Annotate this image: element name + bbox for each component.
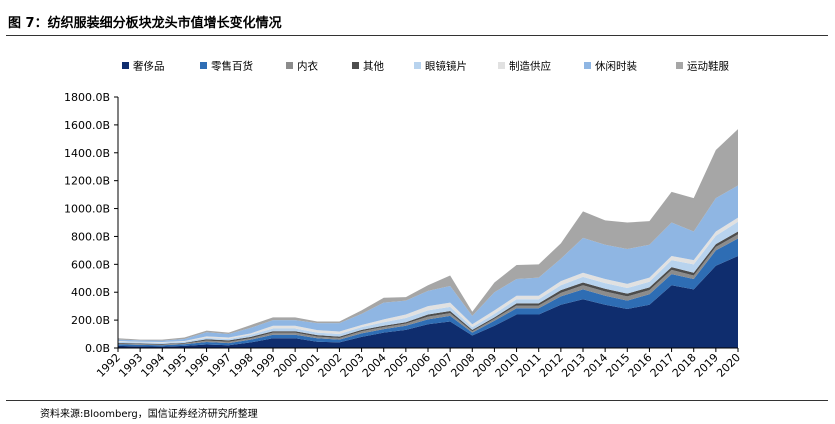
x-tick-label: 2002 bbox=[316, 351, 345, 380]
x-tick-label: 2003 bbox=[338, 351, 367, 380]
x-axis: 1992199319941995199619971998199920002001… bbox=[94, 347, 743, 380]
x-tick-label: 1994 bbox=[138, 351, 167, 380]
y-tick-label: 400.0B bbox=[71, 286, 110, 299]
legend-label: 内衣 bbox=[297, 60, 318, 73]
x-tick-label: 1998 bbox=[227, 351, 256, 380]
x-tick-label: 2020 bbox=[714, 351, 743, 380]
x-tick-label: 2015 bbox=[603, 351, 632, 380]
y-tick-label: 800.0B bbox=[71, 230, 110, 243]
y-tick-label: 1200.0B bbox=[64, 175, 110, 188]
legend-swatch bbox=[414, 62, 421, 69]
x-tick-label: 2014 bbox=[581, 351, 610, 380]
legend-swatch bbox=[584, 62, 591, 69]
legend-label: 零售百货 bbox=[211, 60, 253, 73]
legend-label: 休闲时装 bbox=[595, 60, 637, 73]
legend-label: 制造供应 bbox=[509, 60, 551, 73]
x-tick-label: 1993 bbox=[116, 351, 145, 380]
x-tick-label: 1999 bbox=[249, 351, 278, 380]
source-note: 资料来源:Bloomberg，国信证券经济研究所整理 bbox=[40, 409, 258, 420]
x-tick-label: 2005 bbox=[382, 351, 411, 380]
y-tick-label: 1600.0B bbox=[64, 119, 110, 132]
x-tick-label: 2013 bbox=[559, 351, 588, 380]
stacked-area-chart: 奢侈品 零售百货 内衣 其他 眼镜镜片 制造供应 休闲时装 运动鞋服 0.0B 200.0B 40… bbox=[64, 60, 743, 380]
footer-divider bbox=[6, 400, 828, 401]
x-tick-label: 2017 bbox=[648, 351, 677, 380]
x-tick-label: 2006 bbox=[404, 351, 433, 380]
x-tick-label: 2018 bbox=[670, 351, 699, 380]
chart-areas bbox=[118, 129, 738, 348]
legend-swatch bbox=[498, 62, 505, 69]
figure-title: 图 7：纺织服装细分板块龙头市值增长变化情况 bbox=[8, 16, 282, 31]
x-tick-label: 2016 bbox=[626, 351, 655, 380]
x-tick-label: 2000 bbox=[271, 351, 300, 380]
x-tick-label: 1995 bbox=[161, 351, 190, 380]
legend-label: 其他 bbox=[363, 60, 384, 73]
chart-legend: 奢侈品 零售百货 内衣 其他 眼镜镜片 制造供应 休闲时装 运动鞋服 bbox=[122, 60, 729, 73]
legend-swatch bbox=[286, 62, 293, 69]
area-series-1 bbox=[118, 255, 738, 348]
x-tick-label: 2019 bbox=[692, 351, 721, 380]
x-tick-label: 2009 bbox=[471, 351, 500, 380]
y-tick-label: 1800.0B bbox=[64, 91, 110, 104]
legend-swatch bbox=[352, 62, 359, 69]
x-tick-label: 2001 bbox=[293, 351, 322, 380]
legend-label: 运动鞋服 bbox=[687, 60, 729, 73]
legend-swatch bbox=[122, 62, 129, 69]
y-axis: 0.0B 200.0B 400.0B 600.0B 800.0B 1000.0B 1200.… bbox=[64, 91, 119, 355]
area-series-7 bbox=[118, 185, 738, 342]
x-tick-label: 2004 bbox=[360, 351, 389, 380]
y-tick-label: 1000.0B bbox=[64, 203, 110, 216]
legend-label: 眼镜镜片 bbox=[425, 60, 467, 73]
x-tick-label: 2012 bbox=[537, 351, 566, 380]
legend-label: 奢侈品 bbox=[133, 60, 165, 73]
x-tick-label: 2010 bbox=[493, 351, 522, 380]
x-tick-label: 2007 bbox=[426, 351, 455, 380]
title-divider bbox=[6, 35, 828, 36]
y-tick-label: 200.0B bbox=[71, 314, 110, 327]
x-tick-label: 2011 bbox=[515, 351, 544, 380]
legend-swatch bbox=[676, 62, 683, 69]
area-series-8 bbox=[118, 129, 738, 341]
legend-swatch bbox=[200, 62, 207, 69]
y-tick-label: 1400.0B bbox=[64, 147, 110, 160]
x-tick-label: 1997 bbox=[205, 351, 234, 380]
x-tick-label: 1992 bbox=[94, 351, 123, 380]
x-tick-label: 1996 bbox=[183, 351, 212, 380]
x-tick-label: 2008 bbox=[448, 351, 477, 380]
y-tick-label: 600.0B bbox=[71, 258, 110, 271]
y-tick-label: 0.0B bbox=[85, 342, 110, 355]
